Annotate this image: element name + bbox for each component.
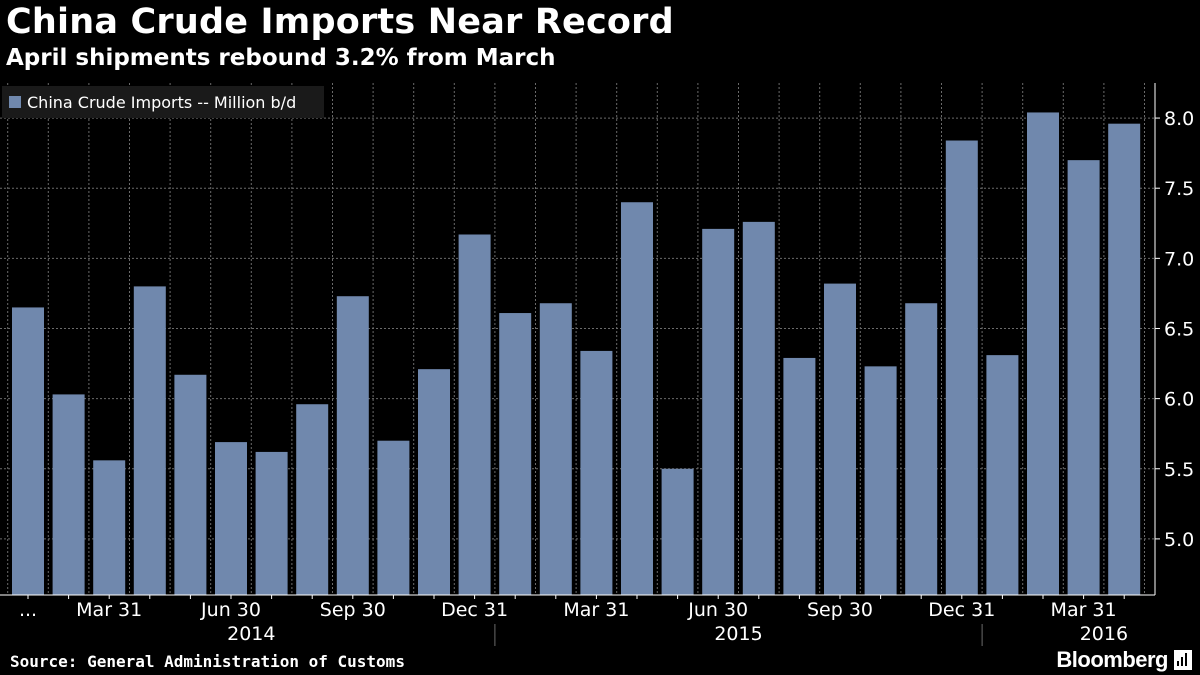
legend-swatch [9,96,21,108]
bar [621,202,653,595]
legend: China Crude Imports -- Million b/d [2,86,324,118]
y-tick-label: 5.0 [1164,529,1194,551]
bar [539,303,572,595]
x-tick-label: Mar 31 [563,599,629,621]
y-tick-label: 5.5 [1164,459,1194,481]
source-note: Source: General Administration of Custom… [10,652,405,671]
bar [986,355,1019,595]
bar [742,221,775,596]
bar [377,440,410,595]
bar [255,451,288,595]
brand-logo: Bloomberg [1056,647,1192,673]
y-tick-label: 7.0 [1164,248,1194,270]
grid-lines [0,83,1155,595]
bar [93,460,126,595]
bar [661,468,694,595]
y-tick-label: 6.0 [1164,389,1194,411]
bars [12,112,1141,596]
chart-subtitle: April shipments rebound 3.2% from March [6,45,556,71]
bar [864,366,897,595]
bar [945,140,978,595]
x-tick-label: Mar 31 [1051,599,1117,621]
y-tick-label: 8.0 [1164,108,1194,130]
bar [174,374,207,595]
x-tick-label: Sep 30 [320,599,386,621]
y-tick-label: 6.5 [1164,318,1194,340]
x-tick-label: Jun 30 [687,599,748,621]
bar [1067,160,1100,595]
x-year-label: 2016 [1080,623,1128,645]
axis-labels: 5.0 5.5 6.0 6.5 7.0 7.5 8.0... Mar 31 Jun 30 Sep … [19,108,1194,645]
bar [133,286,166,595]
x-tick-label: ... [19,599,37,621]
bar [580,350,613,595]
bar [1108,123,1141,596]
y-tick-label: 7.5 [1164,178,1194,200]
bar [499,313,532,595]
legend-box [2,86,324,118]
chart-title: China Crude Imports Near Record [6,2,674,42]
bar [336,296,369,595]
x-tick-label: Dec 31 [928,599,995,621]
x-tick-label: Mar 31 [76,599,142,621]
legend-label: China Crude Imports -- Million b/d [27,93,296,112]
bar [783,357,816,595]
x-tick-label: Sep 30 [807,599,873,621]
bloomberg-terminal-icon [1174,650,1192,670]
bar [215,442,247,595]
x-year-label: 2014 [227,623,275,645]
brand-name: Bloomberg [1056,647,1168,672]
bar [418,369,450,595]
axes [0,83,1160,646]
bar [905,303,938,595]
bar [1027,112,1059,596]
bar [12,307,44,595]
bar [702,228,735,595]
x-tick-label: Dec 31 [441,599,508,621]
x-year-label: 2015 [714,623,762,645]
bar [458,234,491,595]
bar [52,394,85,595]
bar [824,283,856,595]
bar [296,404,329,595]
x-tick-label: Jun 30 [200,599,261,621]
